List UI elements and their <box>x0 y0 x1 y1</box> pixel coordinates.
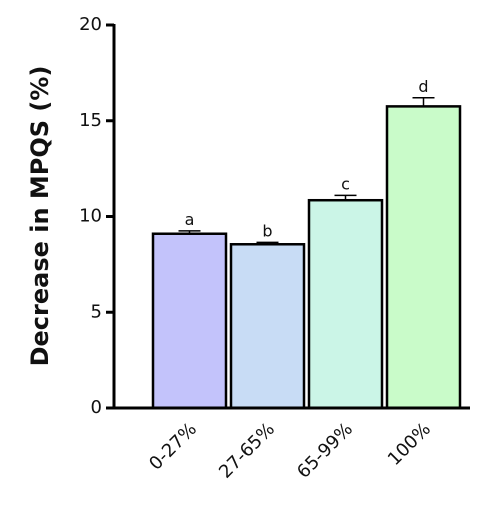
y-tick-label: 0 <box>91 397 102 418</box>
annotation: a <box>185 210 195 229</box>
bar <box>229 243 306 410</box>
y-tick-label: 15 <box>79 110 102 131</box>
bar <box>307 198 384 410</box>
bar <box>385 105 462 410</box>
bar <box>151 232 228 410</box>
x-tick-label: 27-65% <box>215 419 279 483</box>
annotation: b <box>262 221 272 240</box>
y-tick-label: 20 <box>79 14 102 35</box>
annotation: d <box>418 77 428 96</box>
x-tick-label: 100% <box>384 419 435 470</box>
annotation: c <box>341 174 350 193</box>
y-tick-label: 10 <box>79 206 102 227</box>
y-axis-label: Decrease in MPQS (%) <box>26 66 54 367</box>
y-tick-label: 5 <box>91 301 102 322</box>
x-tick-label: 0-27% <box>145 419 201 475</box>
x-tick-label: 65-99% <box>293 419 357 483</box>
